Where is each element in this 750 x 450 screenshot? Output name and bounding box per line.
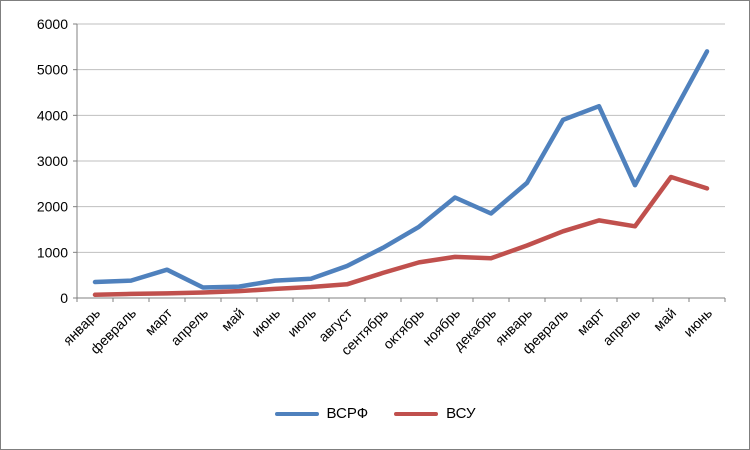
series-line-0	[92, 49, 710, 290]
y-tick-label: 4000	[37, 107, 68, 123]
y-tick-label: 0	[60, 290, 68, 306]
chart-legend: ВСРФ ВСУ	[1, 405, 749, 422]
legend-line-swatch-vsu	[394, 411, 439, 416]
legend-label-vsrf: ВСРФ	[326, 405, 369, 422]
series-line-1	[92, 174, 710, 298]
y-tick-label: 3000	[37, 153, 68, 169]
x-tick-label: май	[218, 305, 247, 334]
y-tick-label: 6000	[37, 16, 68, 32]
x-tick-label: апрель	[599, 305, 643, 349]
legend-item-vsu: ВСУ	[394, 405, 475, 422]
y-tick-label: 1000	[37, 244, 68, 260]
x-tick-label: июнь	[680, 305, 715, 340]
x-tick-label: май	[650, 305, 679, 334]
legend-line-swatch-vsrf	[274, 411, 319, 416]
x-tick-label: июль	[284, 305, 319, 340]
legend-label-vsu: ВСУ	[446, 405, 476, 422]
legend-item-vsrf: ВСРФ	[274, 405, 369, 422]
y-tick-label: 2000	[37, 199, 68, 215]
x-tick-label: июнь	[248, 305, 283, 340]
y-tick-label: 5000	[37, 62, 68, 78]
x-tick-label: апрель	[167, 305, 211, 349]
